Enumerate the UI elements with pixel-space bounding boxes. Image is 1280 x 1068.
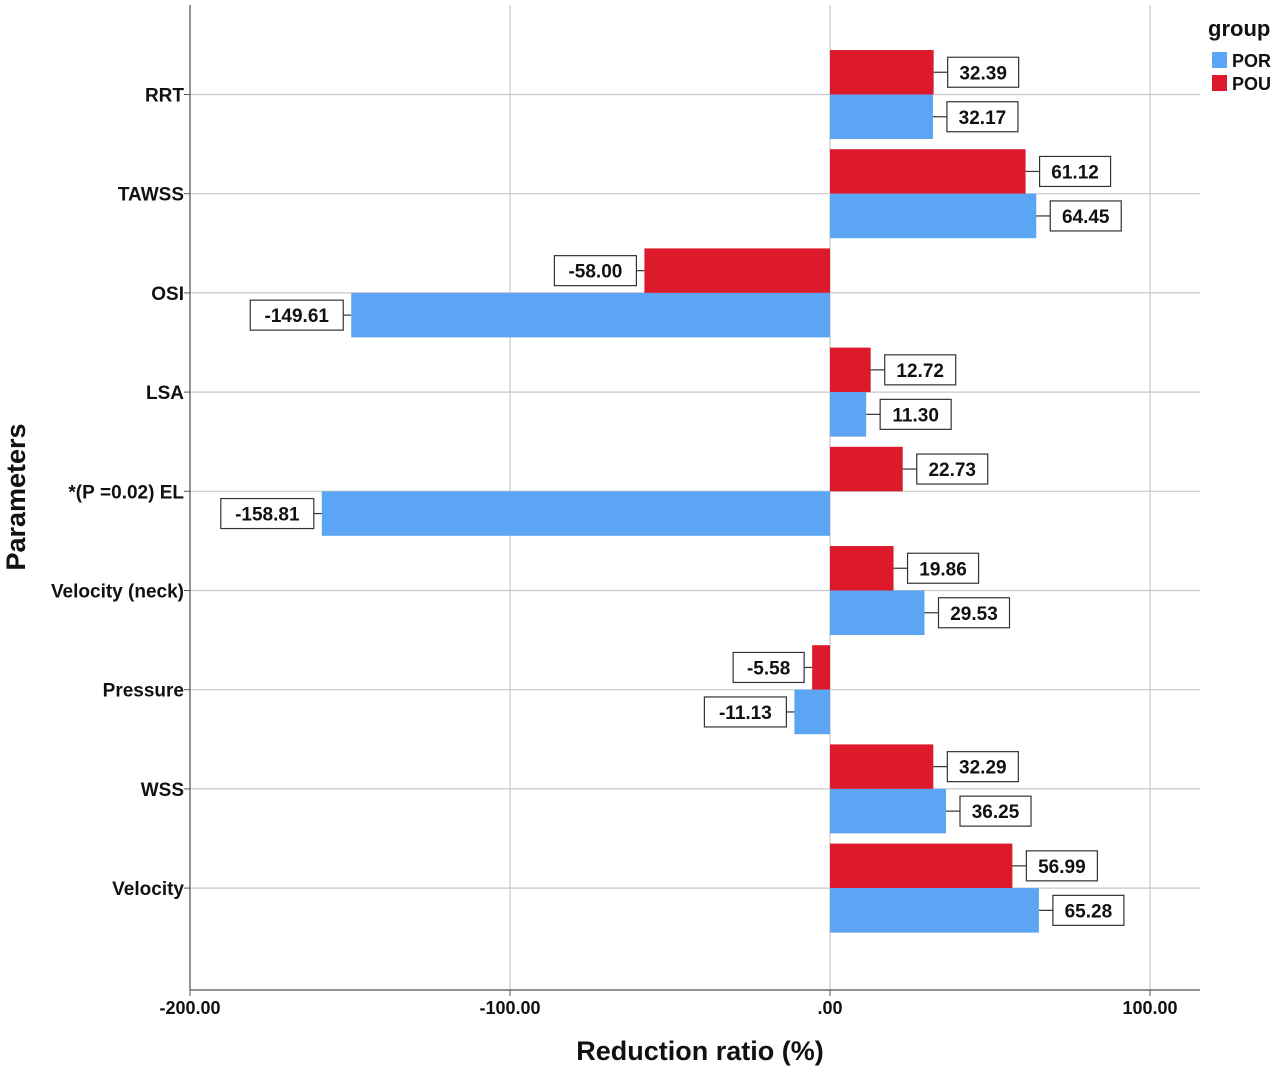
data-label: -58.00 — [568, 262, 622, 283]
data-label-box — [906, 552, 980, 584]
y-tick-label: Velocity — [112, 879, 184, 900]
axes: RRT TAWSS OSI LSA *(P =0.02) EL Velocity (nec… — [51, 5, 1200, 1018]
data-label-box — [1025, 850, 1098, 882]
data-label: 22.73 — [928, 460, 976, 481]
data-label: -158.81 — [235, 505, 300, 526]
bar-pou — [830, 347, 871, 393]
bar-por — [830, 888, 1039, 933]
data-label: 56.99 — [1038, 857, 1086, 878]
legend-label-pou: POU — [1232, 74, 1271, 94]
data-label-box — [220, 497, 315, 530]
data-label: -5.58 — [747, 658, 790, 679]
data-label-box — [937, 597, 1011, 629]
bar-pou — [830, 446, 903, 492]
y-tick-label: TAWSS — [118, 185, 184, 206]
data-label: 61.12 — [1051, 162, 1099, 183]
x-tick-label: 100.00 — [1122, 998, 1177, 1018]
data-label-box — [916, 453, 989, 485]
data-labels: 32.39 61.12 -58.00 12.72 22.73 19.86 -5.58 32.2… — [220, 56, 1125, 926]
data-label: 65.28 — [1065, 901, 1113, 922]
legend-label-por: POR — [1232, 51, 1271, 71]
data-label-box — [732, 651, 805, 684]
data-label: 32.39 — [959, 63, 1007, 84]
bar-pou — [830, 50, 934, 95]
bar-pou — [830, 744, 934, 789]
x-axis-title: Reduction ratio (%) — [576, 1036, 824, 1066]
legend-title: group — [1208, 16, 1270, 41]
bar-por — [830, 392, 867, 437]
y-tick-label: RRT — [145, 86, 184, 107]
data-label: -149.61 — [265, 306, 330, 327]
bar-por — [830, 94, 933, 139]
bar-por — [830, 788, 946, 834]
bar-pou — [812, 645, 830, 690]
y-axis-title: Parameters — [1, 423, 31, 570]
bar-pou — [830, 843, 1013, 889]
data-label-box — [946, 751, 1019, 783]
bar-por — [794, 689, 830, 735]
data-label-box — [1049, 200, 1122, 232]
data-label-box — [249, 299, 344, 331]
x-tick-label: -100.00 — [479, 998, 540, 1018]
y-tick-label: *(P =0.02) EL — [68, 482, 184, 503]
y-tick-label: OSI — [151, 284, 184, 305]
y-tick-label: LSA — [146, 383, 184, 404]
data-label-box — [1052, 894, 1125, 926]
bar-pou — [644, 248, 830, 293]
bar-por — [321, 491, 830, 536]
legend-swatch-pou — [1212, 75, 1227, 91]
bar-pou — [830, 149, 1026, 194]
y-tick-label: Pressure — [103, 681, 184, 702]
data-label: 19.86 — [919, 559, 967, 580]
legend-swatch-por — [1212, 52, 1227, 68]
bar-por — [351, 292, 830, 338]
bar-por — [830, 590, 925, 635]
data-label: 29.53 — [950, 604, 998, 625]
data-label-box — [946, 101, 1019, 133]
data-label-box — [884, 354, 957, 386]
data-label: 32.17 — [959, 108, 1007, 129]
x-tick-label: .00 — [817, 998, 842, 1018]
data-label-box — [959, 795, 1032, 827]
bar-por — [830, 193, 1037, 239]
data-label: 12.72 — [896, 361, 944, 382]
bar-pou — [830, 546, 894, 591]
data-label-box — [703, 696, 787, 728]
data-label-box — [947, 56, 1020, 88]
data-label-box — [1038, 155, 1112, 188]
bar-marks — [321, 50, 1039, 933]
x-tick-label: -200.00 — [159, 998, 220, 1018]
legend: group POR POU — [1208, 16, 1271, 94]
data-label: 36.25 — [972, 802, 1020, 823]
data-label-box — [879, 398, 952, 430]
data-label-box — [553, 255, 638, 287]
data-label: 11.30 — [892, 405, 939, 426]
data-label: 32.29 — [959, 758, 1007, 779]
y-tick-label: Velocity (neck) — [51, 582, 184, 603]
y-tick-label: WSS — [141, 780, 184, 801]
data-label: -11.13 — [719, 703, 772, 724]
data-label: 64.45 — [1062, 207, 1110, 228]
